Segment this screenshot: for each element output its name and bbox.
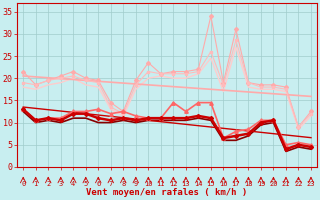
X-axis label: Vent moyen/en rafales ( km/h ): Vent moyen/en rafales ( km/h ) [86, 188, 248, 197]
